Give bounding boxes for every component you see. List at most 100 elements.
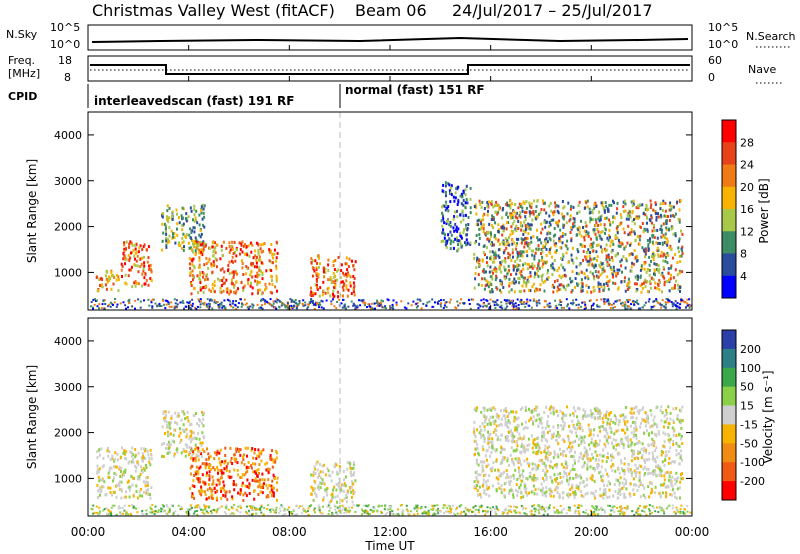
power-cell — [200, 232, 203, 236]
power-cell — [651, 221, 653, 225]
velocity-cell — [615, 418, 618, 422]
velocity-cell — [500, 491, 503, 495]
power-ground-cell — [98, 303, 101, 306]
power-colorbar-swatch-0 — [722, 120, 736, 143]
power-cell — [656, 286, 659, 290]
velocity-cell — [516, 444, 519, 448]
power-cell — [161, 222, 164, 226]
power-cell — [149, 267, 152, 271]
velocity-cell — [488, 486, 490, 490]
power-cell — [570, 227, 573, 231]
power-ground-cell — [676, 302, 679, 305]
power-cell — [446, 206, 449, 210]
power-cell — [548, 248, 551, 252]
power-ground-cell — [260, 299, 262, 302]
velocity-cell — [629, 494, 632, 498]
power-cell — [206, 273, 209, 277]
velocity-cell — [541, 426, 544, 430]
power-ground-cell — [566, 303, 569, 306]
power-cell — [490, 234, 493, 238]
power-ground-cell — [275, 307, 278, 310]
power-cell — [198, 233, 201, 237]
velocity-cell — [124, 495, 127, 499]
power-cell — [587, 285, 590, 289]
velocity-cell — [121, 472, 124, 476]
velocity-cell — [523, 459, 526, 463]
velocity-cell — [623, 457, 626, 460]
power-cell — [314, 259, 317, 263]
power-cell — [166, 241, 169, 245]
power-cell — [603, 269, 606, 273]
power-cell — [465, 223, 467, 227]
power-cell — [583, 235, 586, 239]
power-cell — [677, 283, 679, 287]
freq-tick-bottom: 8 — [64, 71, 71, 84]
velocity-cell — [101, 478, 104, 482]
power-cell — [459, 213, 462, 217]
velocity-cell — [344, 475, 347, 479]
velocity-cell — [571, 445, 574, 449]
velocity-cell — [559, 472, 562, 475]
nsky-tick-top: 10^5 — [50, 21, 80, 34]
power-cell — [528, 214, 531, 218]
power-ground-cell — [416, 302, 419, 305]
power-cell — [528, 242, 531, 246]
velocity-cell — [195, 453, 198, 457]
power-cell — [559, 235, 562, 239]
power-cell — [168, 240, 171, 244]
velocity-cell — [511, 458, 514, 461]
power-cell — [229, 248, 232, 252]
power-ground-cell — [354, 307, 357, 310]
velocity-cell — [272, 473, 275, 477]
power-ground-cell — [273, 306, 276, 309]
power-cell — [608, 234, 610, 238]
velocity-cell — [656, 455, 659, 459]
velocity-cell — [517, 457, 520, 461]
power-cell — [641, 246, 644, 250]
power-cell — [115, 278, 118, 282]
power-ground-cell — [375, 302, 378, 304]
power-cell — [578, 230, 581, 234]
velocity-cell — [666, 417, 669, 421]
velocity-cell — [563, 421, 566, 425]
power-cell — [626, 241, 629, 245]
power-cell — [644, 252, 647, 256]
velocity-cell — [515, 410, 518, 414]
power-ground-cell — [565, 298, 568, 301]
power-ground-cell — [632, 299, 635, 302]
power-cell — [544, 201, 546, 205]
velocity-cell — [658, 465, 661, 469]
power-ground-cell — [652, 305, 655, 308]
power-cell — [644, 285, 647, 289]
power-cell — [590, 237, 592, 241]
velocity-cell — [127, 479, 130, 483]
velocity-cell — [615, 416, 618, 420]
nsky-label: N.Sky — [6, 28, 38, 41]
power-cell — [212, 260, 215, 264]
power-cell — [164, 226, 167, 230]
velocity-cell — [667, 478, 670, 482]
velocity-cell — [645, 450, 648, 454]
power-ground-cell — [631, 301, 634, 303]
power-ground-cell — [322, 307, 325, 310]
velocity-cell — [173, 428, 176, 432]
velocity-cell — [528, 491, 530, 495]
power-cell — [598, 210, 601, 214]
power-region-6 — [473, 199, 684, 294]
power-cell — [619, 260, 622, 264]
velocity-cell — [163, 417, 166, 421]
power-cell — [557, 288, 560, 292]
power-cell — [449, 247, 452, 251]
power-cell — [503, 268, 506, 272]
power-cell — [449, 200, 452, 204]
power-cell — [444, 243, 447, 247]
power-cell — [545, 242, 548, 246]
power-ground-cell — [128, 298, 131, 301]
power-cell — [530, 236, 533, 240]
power-cell — [643, 249, 646, 253]
velocity-cell — [612, 445, 615, 449]
velocity-cell — [625, 406, 627, 409]
velocity-cell — [148, 460, 151, 464]
velocity-cell — [180, 451, 183, 455]
power-cell — [520, 237, 523, 241]
